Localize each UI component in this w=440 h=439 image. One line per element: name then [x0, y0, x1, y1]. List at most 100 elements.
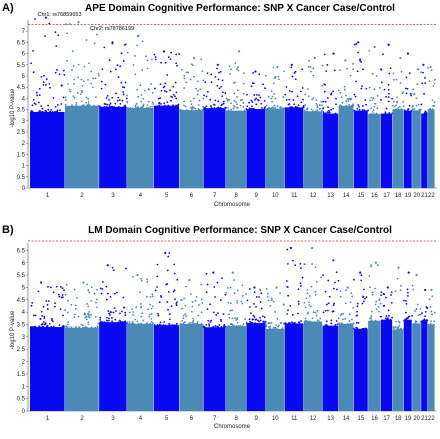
snp-point: [276, 105, 279, 108]
chromosome-band-17: [380, 113, 393, 188]
snp-point: [423, 318, 426, 321]
x-tick-label: 19: [405, 416, 412, 422]
snp-point: [60, 84, 63, 87]
snp-point: [332, 304, 335, 307]
snp-point: [136, 88, 139, 91]
snp-point: [358, 108, 361, 111]
snp-point: [142, 97, 145, 100]
snp-point: [230, 322, 233, 325]
snp-point: [132, 311, 135, 313]
snp-point: [115, 310, 117, 312]
snp-point: [337, 89, 340, 92]
snp-point: [243, 109, 246, 112]
x-tick-label: 9: [254, 193, 258, 199]
snp-point: [428, 108, 431, 111]
annotation-label: Chr2: rs78786199: [90, 26, 134, 32]
snp-point: [96, 298, 98, 301]
snp-point: [380, 315, 382, 318]
snp-point: [214, 99, 217, 102]
snp-point: [38, 111, 40, 113]
snp-point: [141, 105, 144, 108]
snp-point: [253, 316, 256, 318]
snp-point: [413, 108, 416, 111]
snp-point: [249, 321, 252, 324]
snp-point: [192, 322, 195, 325]
snp-peak-point: [289, 246, 293, 250]
snp-point: [385, 296, 387, 299]
snp-point: [339, 91, 342, 94]
snp-point: [360, 279, 363, 282]
snp-point: [379, 302, 382, 305]
x-tick-label: 17: [383, 416, 390, 422]
snp-point: [231, 309, 234, 312]
snp-point: [190, 310, 193, 313]
snp-point: [89, 316, 91, 319]
snp-point: [255, 103, 258, 106]
snp-point: [184, 313, 187, 316]
snp-point: [189, 78, 192, 81]
snp-point: [263, 316, 266, 319]
snp-point: [371, 111, 374, 113]
x-tick-label: 18: [395, 193, 402, 199]
snp-point: [370, 314, 373, 317]
x-tick-label: 11: [291, 193, 298, 199]
snp-point: [361, 108, 364, 111]
snp-point: [376, 107, 379, 110]
snp-point: [73, 78, 76, 81]
snp-point: [51, 317, 53, 320]
snp-point: [67, 321, 70, 323]
snp-point: [108, 105, 111, 108]
snp-peak-point: [399, 56, 402, 60]
snp-point: [326, 97, 329, 99]
snp-point: [308, 304, 310, 306]
snp-point: [371, 99, 374, 102]
snp-point: [279, 292, 282, 295]
snp-point: [417, 314, 420, 317]
snp-point: [229, 302, 232, 305]
snp-point: [320, 104, 323, 107]
snp-peak-point: [386, 286, 389, 289]
snp-point: [301, 87, 304, 89]
snp-point: [165, 283, 168, 286]
panel-b-title: LM Domain Cognitive Performance: SNP X C…: [88, 225, 392, 236]
snp-point: [242, 72, 245, 75]
snp-point: [44, 323, 47, 326]
snp-point: [384, 112, 387, 115]
snp-point: [368, 86, 371, 89]
snp-point: [105, 285, 108, 288]
snp-point: [75, 103, 78, 106]
snp-point: [345, 100, 348, 103]
snp-point: [322, 107, 325, 110]
snp-point: [195, 296, 198, 298]
snp-point: [80, 323, 83, 326]
snp-point: [42, 81, 45, 84]
snp-point: [77, 76, 79, 79]
snp-point: [192, 317, 194, 320]
x-tick-label: 2: [80, 193, 84, 199]
snp-point: [328, 295, 331, 298]
snp-point: [374, 287, 376, 290]
snp-point: [175, 91, 178, 94]
snp-point: [87, 100, 90, 103]
snp-point: [340, 313, 343, 315]
annotation-label: Chr1: rs76859653: [37, 12, 81, 18]
snp-point: [150, 307, 153, 310]
chromosome-band-10: [265, 108, 285, 188]
snp-point: [405, 92, 408, 95]
y-tick-label: 1.5: [17, 372, 26, 378]
snp-point: [216, 281, 219, 284]
snp-point: [83, 312, 86, 315]
snp-point: [99, 287, 102, 290]
x-tick-label: 6: [190, 193, 194, 199]
snp-point: [360, 274, 363, 277]
snp-point: [369, 286, 371, 289]
chromosome-band-22: [427, 109, 435, 188]
snp-point: [182, 317, 185, 320]
snp-point: [190, 106, 192, 109]
snp-point: [371, 291, 374, 294]
snp-point: [431, 99, 434, 102]
snp-point: [318, 320, 321, 323]
snp-point: [415, 307, 418, 310]
snp-point: [422, 71, 424, 74]
snp-point: [333, 302, 335, 305]
